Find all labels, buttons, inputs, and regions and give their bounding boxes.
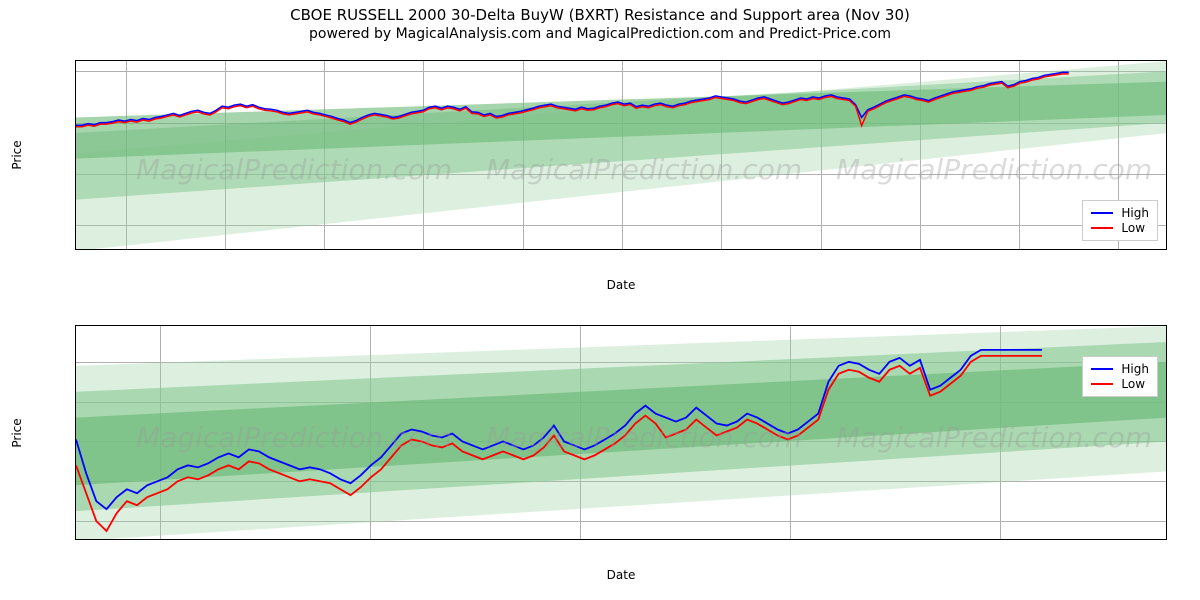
x-axis-label: Date — [607, 568, 636, 582]
legend-swatch — [1091, 383, 1113, 385]
x-tick-label: 2024-10 — [557, 539, 603, 540]
x-tick-label: 2024-09 — [347, 539, 393, 540]
x-tick-label: 2024-11 — [767, 539, 813, 540]
legend-swatch — [1091, 227, 1113, 229]
y-axis-label: Price — [10, 418, 24, 447]
legend-label: Low — [1121, 377, 1145, 391]
legend-swatch — [1091, 212, 1113, 214]
legend-swatch — [1091, 368, 1113, 370]
legend-item: Low — [1091, 221, 1149, 235]
chart-svg — [76, 326, 1167, 540]
legend: HighLow — [1082, 356, 1158, 397]
legend-item: High — [1091, 362, 1149, 376]
x-tick-label: 2024-12 — [977, 539, 1023, 540]
legend-item: Low — [1091, 377, 1149, 391]
bottom-chart: 4004204404604802024-082024-092024-102024… — [0, 0, 1200, 600]
legend-label: Low — [1121, 221, 1145, 235]
legend: HighLow — [1082, 200, 1158, 241]
legend-label: High — [1121, 362, 1149, 376]
legend-item: High — [1091, 206, 1149, 220]
plot-area: 4004204404604802024-082024-092024-102024… — [75, 325, 1167, 540]
x-tick-label: 2024-08 — [137, 539, 183, 540]
legend-label: High — [1121, 206, 1149, 220]
